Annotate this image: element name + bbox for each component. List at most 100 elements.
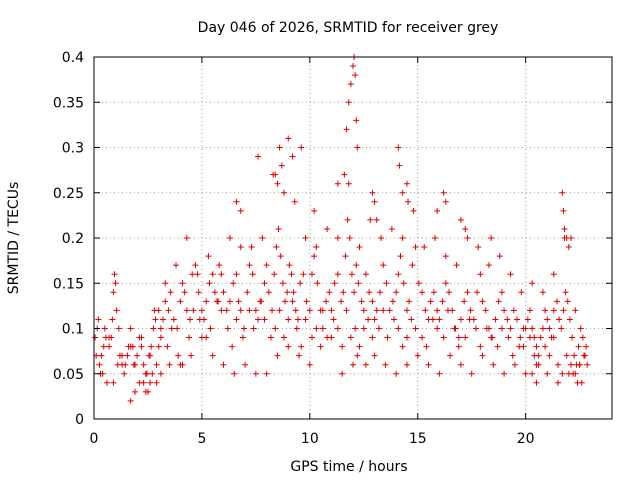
data-point: [376, 289, 383, 296]
data-point: [323, 298, 330, 305]
data-point: [447, 352, 454, 359]
data-point: [103, 379, 110, 386]
data-point: [111, 271, 118, 278]
data-point: [276, 307, 283, 314]
x-axis-label: GPS time / hours: [290, 459, 407, 475]
data-point: [403, 361, 410, 368]
data-point: [134, 352, 141, 359]
data-point: [572, 307, 579, 314]
data-point: [432, 235, 439, 241]
data-point: [457, 216, 464, 223]
data-point: [290, 289, 297, 296]
data-point: [98, 352, 105, 359]
data-point: [464, 289, 471, 296]
data-point: [353, 262, 360, 269]
data-point: [533, 379, 540, 386]
data-point: [485, 262, 492, 269]
data-point: [142, 370, 149, 377]
data-point: [542, 343, 549, 350]
y-tick-label: 0.35: [53, 95, 84, 111]
data-point: [468, 370, 475, 377]
data-point: [187, 316, 194, 323]
data-point: [229, 343, 236, 350]
data-point: [526, 334, 533, 341]
data-point: [246, 307, 253, 314]
data-point: [367, 216, 374, 223]
data-point: [533, 343, 540, 350]
grid: [94, 57, 612, 419]
data-point: [226, 298, 233, 305]
data-point: [529, 325, 536, 332]
data-point: [162, 298, 169, 305]
data-point: [366, 289, 373, 296]
data-point: [233, 316, 240, 323]
y-tick-label: 0.05: [53, 367, 84, 383]
data-point: [360, 325, 367, 332]
data-point: [362, 271, 369, 278]
data-point: [580, 352, 587, 359]
data-point: [115, 325, 122, 332]
data-point: [350, 63, 356, 70]
data-point: [209, 271, 216, 278]
data-point: [369, 189, 376, 196]
data-point: [529, 280, 536, 287]
data-point: [272, 171, 279, 178]
data-point: [160, 316, 167, 323]
data-point: [446, 289, 453, 296]
data-point: [475, 244, 482, 251]
data-point: [434, 325, 441, 332]
data-point: [275, 225, 282, 232]
data-point: [99, 370, 106, 377]
data-point: [136, 379, 143, 386]
data-point: [308, 334, 315, 341]
data-point: [522, 370, 529, 377]
data-point: [198, 334, 205, 341]
data-point: [343, 307, 350, 314]
axis-ticks: 0 0.05 0.1 0.15 0.2 0.25 0.3 0.35 0.4 0 5 10 15 20: [53, 50, 612, 447]
data-point: [308, 271, 315, 278]
data-point: [285, 135, 292, 142]
data-point: [185, 334, 192, 341]
data-point: [148, 343, 155, 350]
data-point: [442, 253, 449, 260]
data-point: [555, 361, 562, 368]
data-point: [556, 316, 563, 323]
data-point: [195, 289, 202, 296]
data-point: [434, 207, 441, 214]
data-point: [267, 334, 274, 341]
data-point: [355, 280, 362, 287]
data-point: [147, 352, 154, 359]
data-point: [531, 352, 538, 359]
data-point: [296, 352, 303, 359]
data-point: [348, 271, 355, 278]
data-point: [409, 262, 416, 269]
data-point: [233, 198, 240, 205]
data-point: [209, 352, 216, 359]
data-point: [495, 298, 502, 305]
data-point: [345, 180, 352, 187]
data-point: [529, 370, 536, 377]
data-point: [278, 162, 285, 169]
data-point: [331, 280, 338, 287]
data-point: [389, 298, 396, 305]
data-point: [242, 361, 249, 368]
data-point: [231, 370, 238, 377]
data-point: [583, 343, 590, 350]
data-point: [211, 289, 218, 296]
data-point: [399, 235, 406, 241]
data-point: [477, 271, 484, 278]
data-point: [451, 325, 458, 332]
data-point: [408, 316, 415, 323]
data-point: [274, 352, 281, 359]
data-point: [560, 207, 567, 214]
data-point: [109, 316, 116, 323]
data-point: [216, 262, 223, 269]
data-point: [214, 298, 221, 305]
data-point: [388, 225, 395, 232]
data-point: [567, 361, 574, 368]
data-point: [378, 235, 385, 241]
x-tick-label: 20: [517, 431, 535, 447]
data-point: [328, 334, 335, 341]
data-point: [356, 343, 363, 350]
data-point: [286, 262, 293, 269]
